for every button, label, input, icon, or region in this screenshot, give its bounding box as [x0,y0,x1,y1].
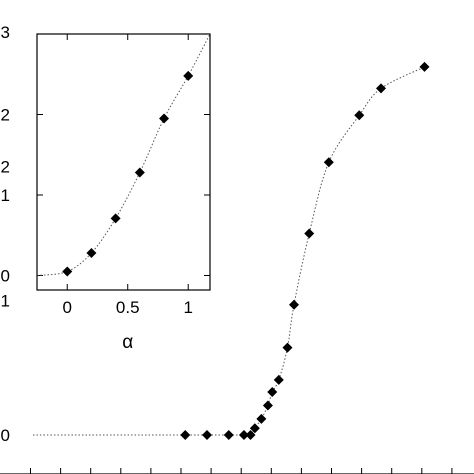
inset-y-tick-label: 0.2 [0,106,10,125]
main-data-point [282,342,293,353]
inset-y-tick-label: 0.1 [0,186,10,205]
main-data-point [245,430,256,440]
inset-series-line [36,33,211,277]
inset-frame [36,33,211,291]
main-data-point [238,430,249,440]
main-y-tick-label: 0.2 [0,157,10,176]
main-data-point [354,110,365,121]
inset-data-point [86,247,97,258]
main-y-tick-label: 0 [1,426,10,445]
main-y-tick-label: 0.3 [0,23,10,42]
main-data-point [267,387,278,398]
main-data-point [273,374,284,385]
main-data-point [376,83,386,94]
main-data-point [249,423,260,434]
inset-x-tick-label: 1 [183,298,192,317]
main-data-point [289,299,299,310]
main-data-point [262,400,273,411]
inset-data-point [159,113,170,124]
main-data-point [419,61,430,72]
main-data-point [180,430,191,440]
inset-plot: 0 0.5 1 0 0.1 0.2 α [0,33,211,353]
inset-data-point [183,70,194,81]
inset-x-tick-label: 0 [63,298,72,317]
inset-x-tick-label: 0.5 [116,298,140,317]
inset-data-point [134,167,145,178]
main-y-tick-label: 0.1 [0,292,10,311]
inset-background [37,34,210,290]
inset-x-axis-label: α [122,332,133,353]
inset-y-tick-label: 0 [1,267,10,286]
main-data-point [256,413,267,424]
main-series-line [33,66,425,436]
main-data-point [223,430,234,440]
inset-data-point [110,213,121,224]
inset-data-point [62,266,73,277]
main-data-point [202,430,212,440]
main-data-point [304,228,315,239]
main-data-point [323,157,334,168]
